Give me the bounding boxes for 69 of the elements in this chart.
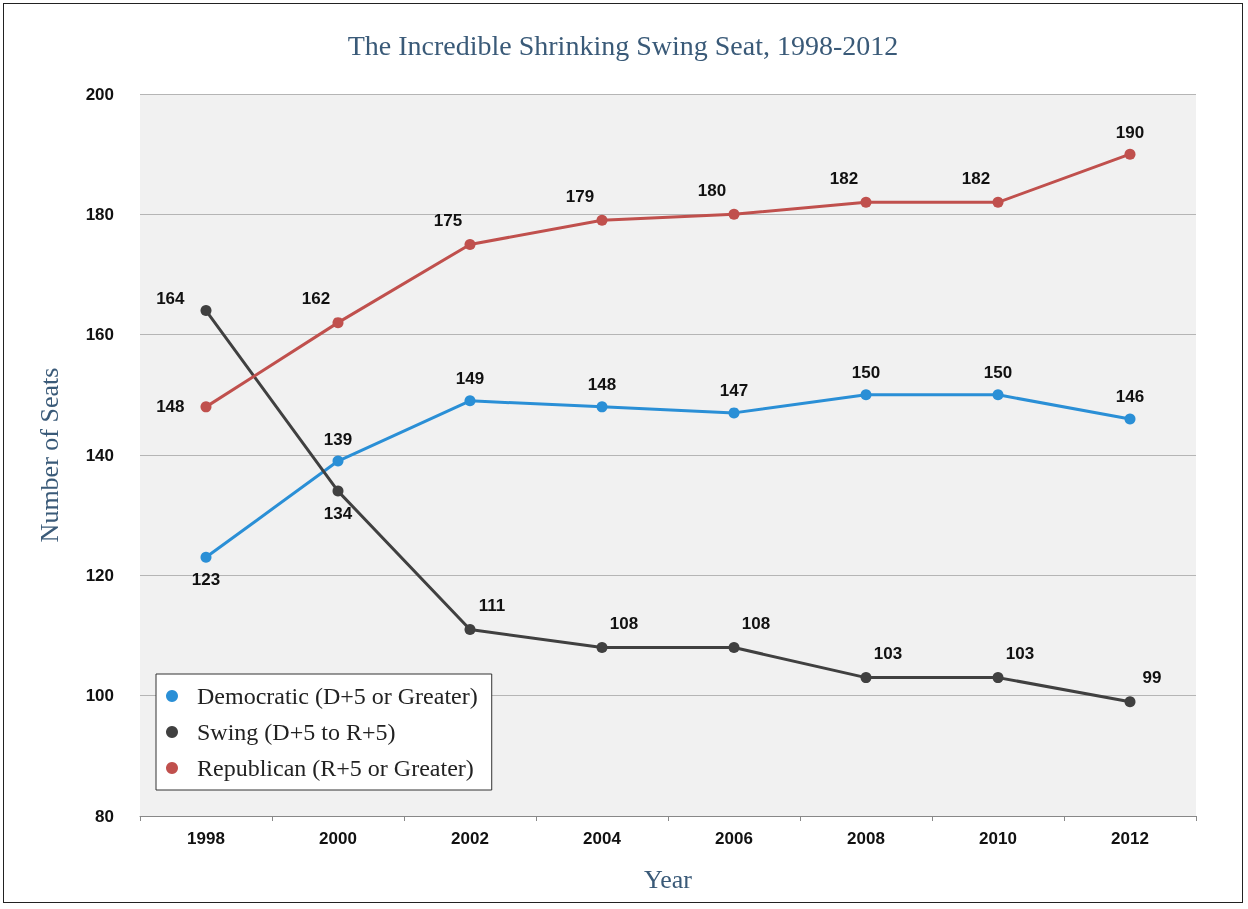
point bbox=[464, 623, 476, 635]
y-axis-title: Number of Seats bbox=[34, 367, 64, 543]
y-tick-label: 100 bbox=[85, 686, 114, 706]
point bbox=[728, 642, 740, 654]
point bbox=[332, 485, 344, 497]
x-tick-label: 2004 bbox=[583, 829, 622, 848]
legend-label: Swing (D+5 to R+5) bbox=[197, 719, 396, 745]
data-label: 108 bbox=[741, 614, 771, 634]
point bbox=[860, 196, 872, 208]
legend-label: Republican (R+5 or Greater) bbox=[197, 755, 474, 781]
point bbox=[860, 389, 872, 401]
data-label: 190 bbox=[1115, 122, 1145, 142]
data-label: 139 bbox=[323, 429, 353, 449]
data-label: 147 bbox=[719, 381, 749, 401]
data-label: 103 bbox=[873, 644, 903, 664]
x-tick-label: 2008 bbox=[847, 829, 885, 848]
point bbox=[200, 305, 212, 317]
data-label: 150 bbox=[983, 363, 1013, 383]
point bbox=[200, 401, 212, 413]
data-label: 182 bbox=[961, 168, 991, 188]
point bbox=[992, 672, 1004, 684]
data-label: 111 bbox=[478, 595, 506, 615]
point bbox=[1124, 148, 1136, 160]
data-label: 179 bbox=[565, 186, 595, 206]
data-label: 148 bbox=[156, 397, 185, 417]
point bbox=[464, 395, 476, 407]
y-tick-label: 160 bbox=[85, 325, 114, 345]
data-label: 134 bbox=[323, 503, 353, 523]
y-tick-label: 120 bbox=[85, 565, 114, 585]
point bbox=[596, 214, 608, 226]
data-label: 182 bbox=[829, 168, 859, 188]
point bbox=[596, 401, 608, 413]
x-tick-label: 2002 bbox=[451, 829, 489, 848]
point bbox=[332, 317, 344, 329]
point bbox=[728, 208, 740, 220]
data-label: 99 bbox=[1142, 668, 1162, 688]
point bbox=[200, 551, 212, 563]
point bbox=[992, 196, 1004, 208]
x-tick-label: 2012 bbox=[1111, 829, 1149, 848]
x-tick-label: 2000 bbox=[319, 829, 357, 848]
legend-label: Democratic (D+5 or Greater) bbox=[197, 683, 478, 709]
data-label: 123 bbox=[191, 569, 221, 589]
chart-title: The Incredible Shrinking Swing Seat, 1998-2012 bbox=[347, 29, 899, 61]
data-label: 149 bbox=[455, 369, 485, 389]
x-axis-title: Year bbox=[644, 864, 693, 894]
data-label: 150 bbox=[851, 363, 881, 383]
point bbox=[332, 455, 344, 467]
point bbox=[596, 642, 608, 654]
data-label: 148 bbox=[587, 375, 617, 395]
y-tick-label: 80 bbox=[95, 806, 114, 826]
point bbox=[728, 407, 740, 419]
data-label: 164 bbox=[156, 289, 186, 309]
point bbox=[1124, 696, 1136, 708]
point bbox=[992, 389, 1004, 401]
y-tick-label: 140 bbox=[85, 445, 114, 465]
data-label: 162 bbox=[301, 289, 331, 309]
data-label: 108 bbox=[609, 614, 639, 634]
data-label: 180 bbox=[697, 180, 727, 200]
x-tick-label: 1998 bbox=[187, 829, 225, 848]
point bbox=[860, 672, 872, 684]
point bbox=[464, 238, 476, 250]
y-tick-label: 180 bbox=[85, 204, 114, 224]
data-label: 175 bbox=[433, 210, 463, 230]
data-label: 103 bbox=[1005, 644, 1035, 664]
point bbox=[1124, 413, 1136, 425]
data-label: 146 bbox=[1115, 387, 1145, 407]
y-tick-label: 200 bbox=[85, 84, 114, 104]
x-tick-label: 2010 bbox=[979, 829, 1017, 848]
x-tick-label: 2006 bbox=[715, 829, 753, 848]
